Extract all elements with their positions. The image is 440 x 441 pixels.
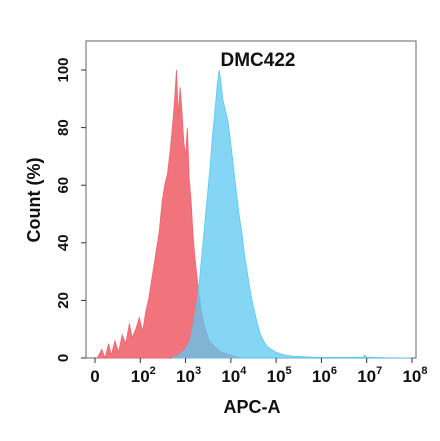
y-tick-label-2: 40 [55,234,72,251]
y-tick-label-0: 0 [55,354,72,362]
x-tick-label-5: 106 [312,365,337,386]
y-tick-label-1: 20 [55,292,72,309]
chart-title: DMC422 [221,50,296,71]
histogram-series-1 [171,69,413,359]
y-tick-label-3: 60 [55,177,72,194]
x-tick-label-0: 0 [90,367,99,386]
y-axis-title: Count (%) [24,158,44,243]
axes: 0 20 40 60 80 100 0 102 103 104 105 106 107 108 [55,57,428,386]
x-tick-label-1: 102 [131,365,156,386]
x-axis-title: APC-A [224,397,281,417]
x-tick-label-4: 105 [267,365,292,386]
x-tick-label-2: 103 [176,365,201,386]
x-tick-label-7: 108 [402,365,427,386]
x-tick-label-6: 107 [357,365,382,386]
x-tick-label-3: 104 [221,365,247,386]
y-tick-label-5: 100 [55,57,72,82]
histogram-areas [96,69,413,360]
y-tick-label-4: 80 [55,119,72,136]
